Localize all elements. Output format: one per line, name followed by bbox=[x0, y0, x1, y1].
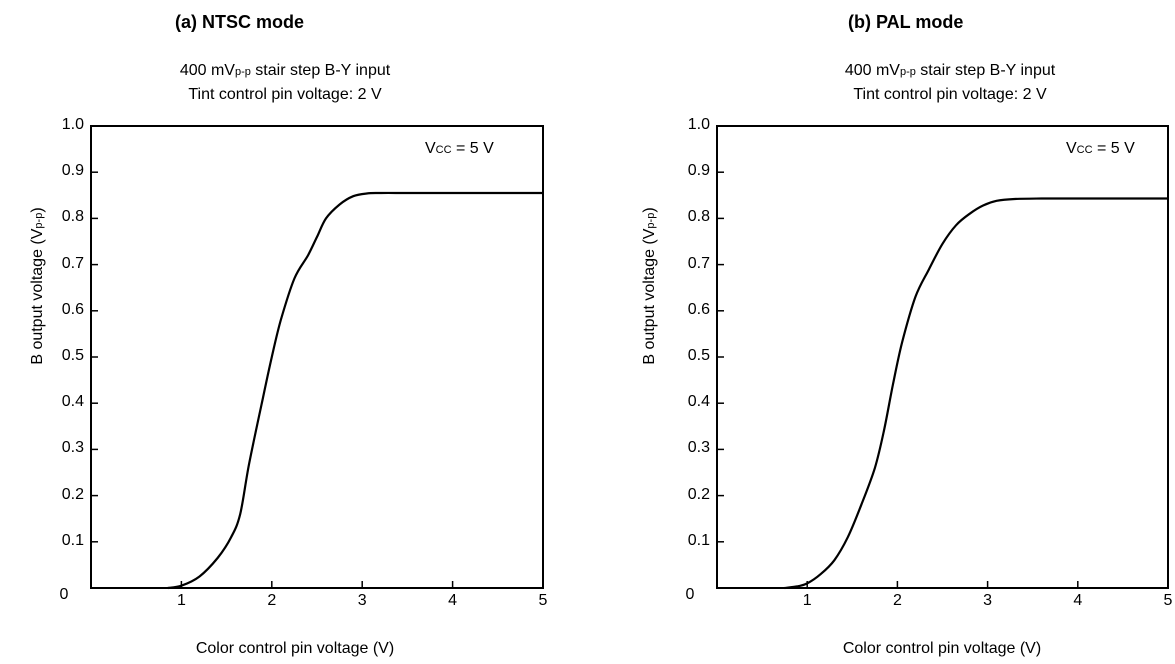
x-tick-label: 0 bbox=[59, 586, 69, 603]
y-tick-label: 0.2 bbox=[687, 485, 710, 503]
vcc-prefix: V bbox=[425, 140, 436, 157]
y-tick-label: 0.9 bbox=[61, 162, 84, 180]
y-tick-label: 0.4 bbox=[61, 393, 84, 411]
chart-subtitle-line2: Tint control pin voltage: 2 V bbox=[188, 86, 382, 103]
subtitle-suffix: stair step B-Y input bbox=[250, 62, 391, 79]
y-tick-label: 0.8 bbox=[61, 208, 84, 226]
y-tick-label: 0.5 bbox=[687, 347, 710, 364]
chart-subtitle-line2: Tint control pin voltage: 2 V bbox=[853, 86, 1047, 103]
plot-frame bbox=[90, 125, 544, 589]
y-tick-label: 0.7 bbox=[61, 254, 84, 272]
plot-frame bbox=[716, 125, 1169, 589]
series-line bbox=[167, 191, 543, 590]
chart-title: (b) PAL mode bbox=[848, 12, 964, 32]
x-tick-label: 2 bbox=[892, 592, 902, 609]
ylabel-sub: p-p bbox=[645, 212, 657, 229]
y-tick-label: 1.0 bbox=[61, 116, 84, 133]
chart-pal: (b) PAL mode 400 mVp-p stair step B-Y in… bbox=[590, 0, 1175, 664]
y-tick-label: 0.2 bbox=[61, 485, 84, 503]
y-tick-label: 0.8 bbox=[687, 208, 710, 226]
vcc-suffix: = 5 V bbox=[451, 140, 494, 157]
ylabel-suffix: ) bbox=[641, 207, 658, 213]
x-axis-label: Color control pin voltage (V) bbox=[195, 640, 395, 657]
plot-area bbox=[90, 125, 544, 590]
subtitle-sub: p-p bbox=[899, 66, 916, 78]
y-tick-label: 0.6 bbox=[61, 300, 84, 318]
y-tick-label: 0.3 bbox=[687, 439, 710, 457]
vcc-suffix: = 5 V bbox=[1092, 140, 1135, 157]
x-tick-label: 4 bbox=[448, 592, 458, 609]
y-tick-label: 0.9 bbox=[687, 162, 710, 180]
y-tick-label: 0.7 bbox=[687, 254, 710, 272]
x-tick-label: 5 bbox=[1163, 592, 1173, 609]
x-tick-label: 0 bbox=[685, 586, 695, 603]
x-tick-label: 3 bbox=[983, 592, 993, 609]
x-tick-label: 2 bbox=[267, 592, 277, 609]
x-tick-label: 3 bbox=[357, 592, 367, 609]
subtitle-sub: p-p bbox=[234, 66, 251, 78]
y-tick-label: 0.3 bbox=[61, 439, 84, 457]
x-axis-label: Color control pin voltage (V) bbox=[842, 640, 1042, 657]
series-line bbox=[784, 197, 1168, 590]
y-tick-label: 0.4 bbox=[687, 393, 710, 411]
y-tick-label: 0.1 bbox=[61, 531, 84, 549]
subtitle-suffix: stair step B-Y input bbox=[915, 62, 1056, 79]
y-tick-label: 1.0 bbox=[687, 116, 710, 133]
y-tick-label: 0.6 bbox=[687, 300, 710, 318]
y-tick-label: 0.1 bbox=[687, 531, 710, 549]
vcc-prefix: V bbox=[1066, 140, 1077, 157]
subtitle-prefix: 400 mV bbox=[179, 62, 235, 79]
ylabel-prefix: B output voltage (V bbox=[641, 228, 658, 365]
y-axis-label: B output voltage (Vp-p) bbox=[641, 186, 659, 386]
y-tick-label: 0.5 bbox=[61, 347, 84, 364]
x-tick-label: 4 bbox=[1073, 592, 1083, 609]
chart-subtitle-line1: 400 mVp-p stair step B-Y input bbox=[140, 62, 430, 80]
plot-area bbox=[716, 125, 1169, 590]
vcc-sub: CC bbox=[435, 144, 452, 156]
x-tick-label: 1 bbox=[176, 592, 186, 609]
ylabel-prefix: B output voltage (V bbox=[29, 228, 46, 365]
subtitle-prefix: 400 mV bbox=[844, 62, 900, 79]
chart-subtitle-line1: 400 mVp-p stair step B-Y input bbox=[805, 62, 1095, 80]
vcc-annotation: VCC = 5 V bbox=[1066, 140, 1135, 158]
vcc-annotation: VCC = 5 V bbox=[425, 140, 494, 158]
x-tick-label: 1 bbox=[802, 592, 812, 609]
chart-ntsc: (a) NTSC mode 400 mVp-p stair step B-Y i… bbox=[29, 12, 548, 657]
vcc-sub: CC bbox=[1076, 144, 1093, 156]
chart-title: (a) NTSC mode bbox=[175, 12, 305, 32]
x-tick-label: 5 bbox=[538, 592, 548, 609]
